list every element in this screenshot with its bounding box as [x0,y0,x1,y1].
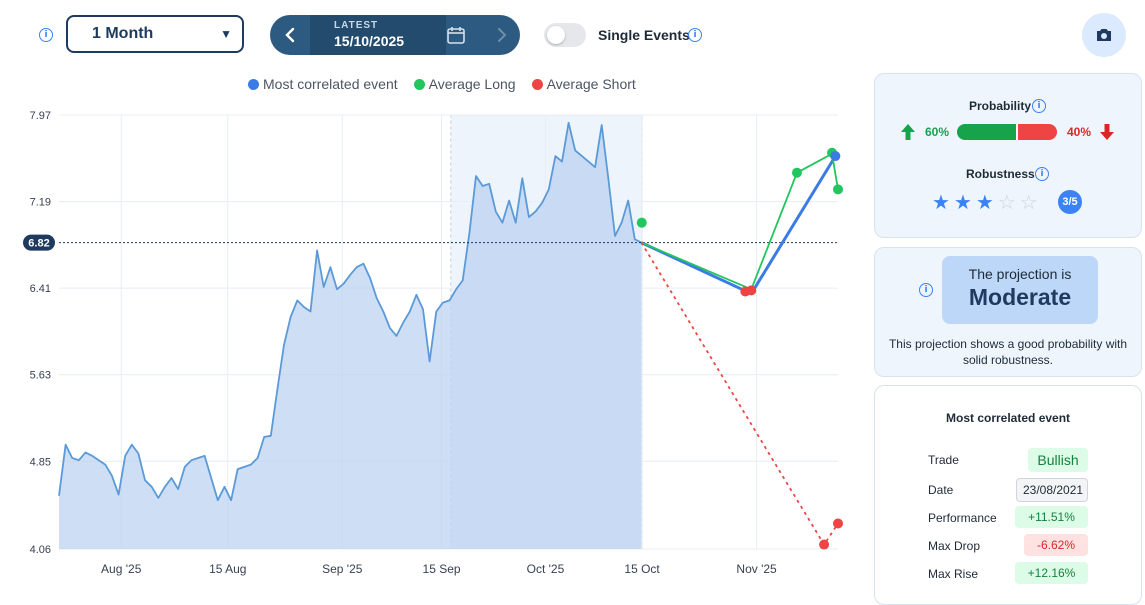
price-area [59,122,642,550]
legend-dot [531,78,543,90]
robustness-title: Robustness [966,167,1035,181]
single-events-toggle[interactable] [544,23,586,47]
date-caption: LATEST [334,20,379,31]
x-tick-label: 15 Aug [209,562,246,576]
projection-description: This projection shows a good probability… [888,337,1128,367]
legend-average-short[interactable]: Average Short [531,76,636,92]
projection-line-average-long [641,152,839,291]
star-filled-icon: ★ [975,190,994,214]
star-filled-icon: ★ [953,190,972,214]
date-value: 15/10/2025 [334,33,405,49]
probability-up-value: 60% [925,125,950,139]
single-events-info-icon[interactable]: i [688,28,702,42]
x-tick-label: Oct '25 [527,562,565,576]
chevron-down-icon: ▼ [220,27,232,41]
event-card [874,385,1142,605]
x-tick-label: Nov '25 [736,562,777,576]
projection-value: Moderate [968,284,1072,310]
camera-icon [1097,29,1111,41]
x-tick-label: Aug '25 [101,562,142,576]
price-chart[interactable]: 7.97 7.19 6.41 5.63 4.85 4.06 Aug '25 15 Aug Sep… [0,100,860,591]
legend-dot [413,78,425,90]
projection-box: The projection is Moderate [942,256,1098,324]
event-row-label: Max Rise [928,567,979,581]
y-tick-label: 4.06 [30,544,51,556]
y-tick-label: 6.41 [30,283,51,295]
event-performance-value: +11.51% [1015,506,1088,528]
legend-average-long[interactable]: Average Long [413,76,516,92]
toggle-knob [547,26,565,44]
legend-most-correlated[interactable]: Most correlated event [248,76,398,92]
y-tick-label: 7.97 [30,110,51,122]
event-max-rise-value: +12.16% [1015,562,1088,584]
next-date-button[interactable] [484,15,520,55]
event-row-label: Date [928,483,954,497]
projection-marker [833,518,843,529]
period-select[interactable]: 1 Month ▼ [66,15,244,53]
legend-label: Average Short [546,76,636,92]
event-row-label: Trade [928,453,959,467]
x-tick-label: 15 Oct [624,562,660,576]
projection-marker [833,184,843,195]
robustness-stars: ★ ★ ★ ☆ ☆ [932,192,1038,212]
probability-bar-up [957,124,1016,140]
current-value-badge [23,234,55,251]
event-trade-value: Bullish [1028,448,1088,472]
current-value-label: 6.82 [28,238,49,250]
probability-title: Probability [969,99,1032,113]
robustness-badge: 3/5 [1058,190,1082,214]
chart-legend: Most correlated event Average Long Avera… [248,76,636,92]
probability-info-icon[interactable]: i [1032,99,1046,113]
event-row-label: Performance [928,511,997,525]
event-date-value: 23/08/2021 [1016,478,1088,502]
projection-info-icon[interactable]: i [919,283,933,297]
projection-marker [830,151,841,162]
probability-bar [957,124,1057,140]
probability-down-value: 40% [1067,125,1092,139]
projection-subtitle: The projection is [968,266,1072,282]
chevron-left-icon [285,27,295,43]
price-line [58,121,642,502]
projection-marker [746,285,757,296]
event-row-label: Max Drop [928,539,981,553]
event-max-drop-value: -6.62% [1024,534,1088,556]
y-tick-label: 7.19 [30,197,51,209]
event-title: Most correlated event [946,411,1071,425]
date-navigator: LATEST 15/10/2025 [270,15,520,55]
chevron-right-icon [498,28,507,42]
projection-marker [636,217,647,228]
period-select-value: 1 Month [92,25,154,42]
previous-date-button[interactable] [270,15,310,55]
screenshot-button[interactable] [1082,13,1126,57]
arrow-down-icon [1100,124,1114,140]
star-empty-icon: ☆ [997,190,1016,214]
single-events-label: Single Events [598,27,690,43]
legend-dot [248,78,259,90]
date-display [310,15,446,55]
arrow-up-icon [901,124,915,140]
calendar-icon[interactable] [446,25,466,45]
x-tick-label: Sep '25 [322,562,363,576]
star-empty-icon: ☆ [1019,190,1038,214]
y-tick-label: 4.85 [30,456,51,468]
star-filled-icon: ★ [932,190,950,214]
period-info-icon[interactable]: i [39,28,53,42]
probability-bar-divider [1015,124,1018,140]
legend-label: Most correlated event [263,76,398,92]
y-tick-label: 5.63 [30,370,51,382]
robustness-info-icon[interactable]: i [1035,167,1049,181]
x-tick-label: 15 Sep [423,562,461,576]
projection-marker [791,167,802,178]
projection-line-most-correlated-event [640,155,837,296]
probability-card [874,73,1142,238]
legend-label: Average Long [428,76,516,92]
projection-marker [819,539,830,550]
probability-bar-down [1017,124,1057,140]
